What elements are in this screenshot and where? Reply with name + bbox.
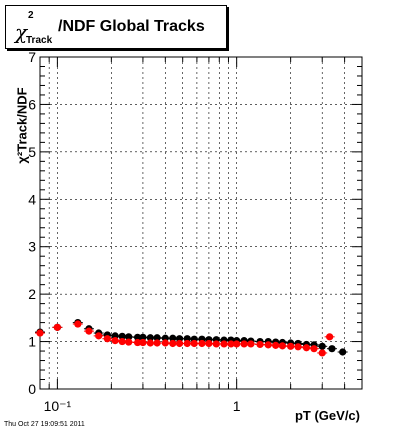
- data-point: [103, 335, 111, 343]
- data-point: [153, 334, 161, 342]
- timestamp: Thu Oct 27 19:09:51 2011: [4, 421, 85, 428]
- data-point: [247, 340, 255, 348]
- data-point: [183, 339, 191, 348]
- data-point: [153, 339, 161, 347]
- y-tick-label: 7: [28, 49, 36, 65]
- data-point: [287, 342, 295, 350]
- y-tick-label: 4: [28, 191, 36, 207]
- y-tick-label: 6: [28, 96, 36, 112]
- y-tick-label: 3: [28, 239, 36, 255]
- data-point: [53, 323, 61, 331]
- chart-title-box: χ 2 Track /NDF Global Tracks: [5, 5, 227, 49]
- data-point: [190, 339, 198, 348]
- data-point: [133, 333, 142, 341]
- title-chi: χ: [15, 20, 28, 44]
- data-point: [278, 342, 287, 350]
- data-point: [161, 339, 169, 347]
- data-point: [133, 338, 142, 347]
- data-point: [233, 340, 241, 348]
- data-point: [175, 339, 184, 348]
- data-point: [318, 349, 326, 357]
- x-tick-label: 10⁻¹: [44, 398, 72, 414]
- data-point: [74, 320, 82, 328]
- data-point: [198, 339, 206, 348]
- data-point: [36, 329, 44, 337]
- data-point: [227, 340, 235, 348]
- plot-frame: [39, 56, 363, 390]
- data-point: [310, 345, 318, 353]
- data-point: [339, 348, 347, 356]
- data-point: [139, 338, 147, 347]
- y-tick-label: 0: [28, 381, 36, 397]
- y-axis-label: χ²Track/NDF: [14, 87, 30, 164]
- y-tick-label: 2: [28, 286, 36, 302]
- data-point: [264, 341, 272, 349]
- data-point: [95, 332, 103, 340]
- data-point: [111, 337, 119, 345]
- data-point: [326, 333, 334, 341]
- data-point: [240, 340, 248, 348]
- data-point: [146, 334, 154, 342]
- x-tick-label: 1: [233, 398, 241, 414]
- y-tick-label: 1: [28, 334, 36, 350]
- data-point: [318, 342, 326, 350]
- data-point: [146, 339, 154, 347]
- data-point: [118, 332, 126, 340]
- y-tick-label: 5: [28, 144, 36, 160]
- data-point: [220, 340, 228, 348]
- data-point: [118, 337, 126, 346]
- title-subscript: Track: [26, 35, 53, 46]
- data-point: [139, 333, 147, 341]
- data-point: [272, 341, 280, 349]
- chart-title: /NDF Global Tracks: [58, 18, 205, 35]
- data-point: [125, 338, 133, 346]
- title-superscript: 2: [28, 10, 34, 21]
- data-point: [205, 339, 213, 348]
- data-point: [85, 327, 93, 335]
- x-axis-label: pT (GeV/c): [294, 408, 360, 423]
- data-point: [328, 345, 336, 353]
- data-point: [294, 343, 302, 351]
- data-point: [256, 340, 264, 349]
- data-point: [169, 339, 177, 348]
- data-point: [302, 344, 311, 352]
- data-point: [212, 340, 220, 348]
- data-point: [169, 334, 177, 342]
- data-point: [125, 333, 133, 341]
